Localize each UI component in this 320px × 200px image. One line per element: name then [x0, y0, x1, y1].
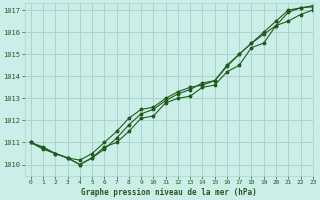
X-axis label: Graphe pression niveau de la mer (hPa): Graphe pression niveau de la mer (hPa) [81, 188, 257, 197]
